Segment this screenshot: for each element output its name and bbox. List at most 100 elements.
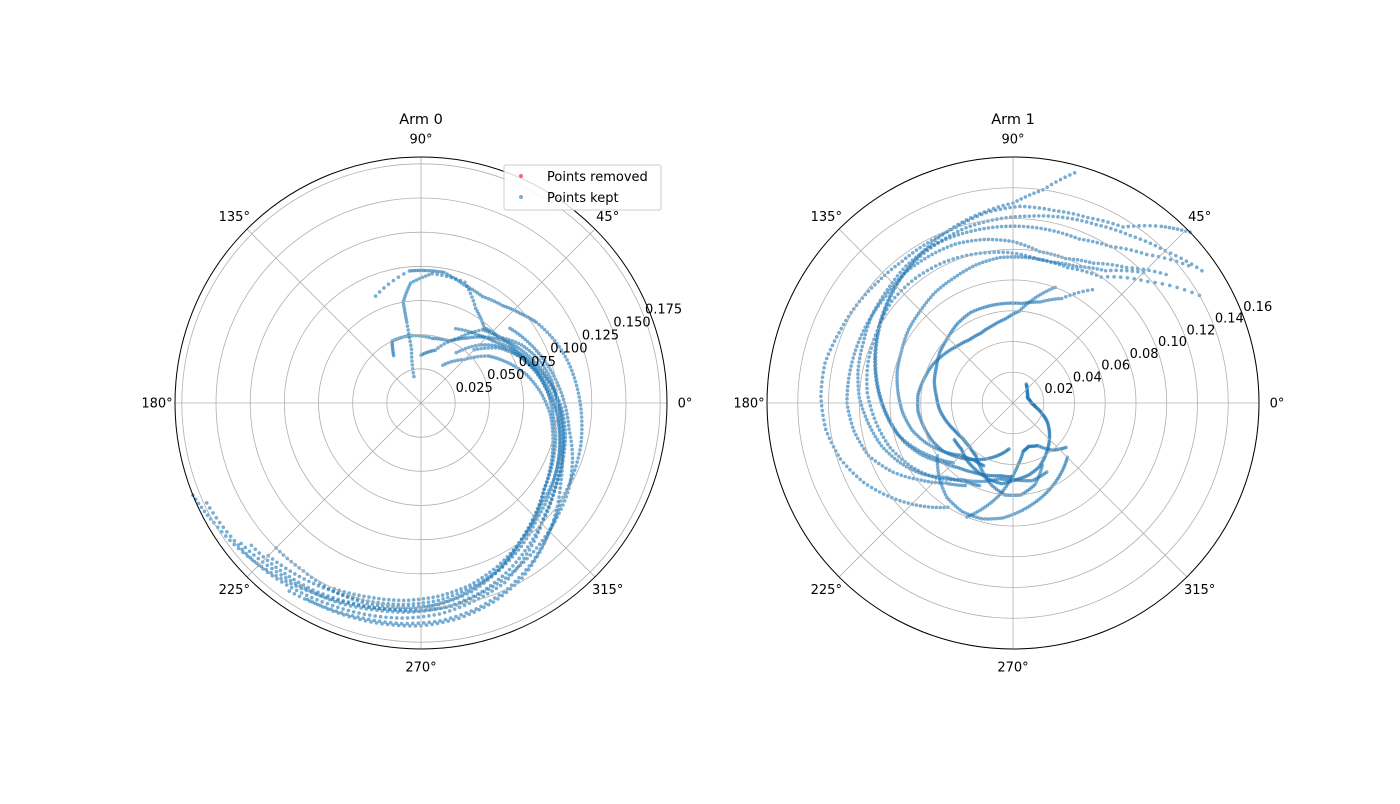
arm-0-point [504, 571, 508, 575]
arm-1-point [841, 322, 846, 327]
arm-1-point [1012, 224, 1017, 228]
arm-1-point [1096, 217, 1100, 222]
arm-0-point [346, 608, 351, 613]
arm-1-point [1045, 185, 1049, 189]
arm-1-point [1136, 269, 1140, 274]
arm-0-point [441, 597, 445, 601]
arm-0-point [306, 585, 311, 590]
arm-1-point [1116, 223, 1120, 228]
arm-0-point [504, 590, 509, 595]
arm-0-point [575, 387, 580, 392]
arm-0-point [569, 469, 574, 473]
arm-1-point [991, 257, 995, 261]
arm-1-point [1083, 259, 1088, 264]
arm-0-point [405, 621, 410, 626]
arm-0-point [534, 355, 539, 360]
arm-1-point [941, 486, 945, 491]
arm-0-point [538, 498, 543, 503]
arm-0-point [450, 590, 454, 595]
arm-0-point [326, 607, 330, 611]
arm-0-point [470, 344, 474, 349]
arm-1-point [907, 253, 911, 258]
arm-0-point [408, 339, 412, 344]
arm-1-point [1060, 231, 1065, 236]
arm-1-point [1053, 297, 1058, 301]
arm-0-point [448, 616, 453, 620]
arm-0-point [477, 607, 481, 612]
arm-0-point [544, 369, 549, 373]
arm-0-point [553, 519, 557, 524]
arm-1-point [1004, 224, 1008, 229]
arm-0-point [542, 487, 546, 492]
arm-1-point [1045, 259, 1050, 263]
arm-0-point [554, 509, 559, 513]
arm-0-point [509, 572, 514, 577]
arm-0-point [336, 605, 340, 610]
arm-0-point [534, 370, 538, 375]
arm-0-point [389, 615, 394, 620]
arm-0-point [563, 424, 567, 428]
arm-0-r-tick-label-0-050: 0.050 [487, 368, 524, 383]
arm-0-point [473, 335, 477, 339]
arm-0-point [551, 416, 556, 420]
arm-1-point [901, 273, 905, 277]
arm-1-point [1012, 512, 1017, 516]
arm-1-point [1031, 256, 1035, 261]
arm-0-point [301, 583, 306, 587]
arm-1-point [918, 504, 923, 508]
arm-1-point [1021, 224, 1026, 229]
arm-0-point [562, 416, 566, 421]
arm-0-point [557, 473, 562, 478]
arm-0-point [561, 397, 566, 402]
arm-1-point [914, 314, 919, 318]
arm-1-point [920, 472, 924, 476]
arm-0-point [531, 537, 535, 541]
arm-0-point [221, 525, 226, 530]
arm-1-point [1160, 282, 1165, 286]
arm-1-point [965, 230, 969, 235]
arm-0-point [321, 605, 325, 609]
arm-0-point [467, 612, 472, 617]
arm-1-point [1063, 294, 1068, 299]
arm-1-point [868, 350, 872, 355]
arm-1-r-tick-label-0-06: 0.06 [1101, 359, 1130, 374]
arm-0-point [537, 351, 541, 356]
arm-1-point [924, 452, 929, 457]
arm-0-point [429, 604, 433, 608]
arm-1-point [864, 328, 869, 333]
arm-1-point [930, 505, 935, 510]
arm-1-point [860, 407, 865, 411]
arm-1-point [951, 231, 956, 236]
arm-1-point [871, 412, 875, 417]
arm-0-point [424, 623, 429, 627]
arm-1-point [1052, 229, 1056, 233]
arm-1-point [871, 431, 876, 436]
arm-1-point [915, 257, 920, 261]
arm-1-point [969, 229, 973, 234]
arm-1-point [938, 285, 943, 290]
arm-0-point [424, 608, 428, 613]
arm-0-point [239, 541, 243, 546]
arm-1-theta-tick-label-45: 45° [1188, 210, 1211, 225]
arm-0-point [485, 591, 490, 596]
arm-0-point [311, 588, 315, 592]
arm-1-point [896, 292, 900, 296]
arm-1-point [1018, 214, 1022, 219]
arm-1-point [874, 420, 878, 425]
arm-0-point [410, 333, 415, 338]
arm-1-point [940, 238, 944, 243]
arm-1-point [1095, 240, 1100, 245]
arm-1-point [946, 481, 951, 486]
arm-1-point [1148, 223, 1152, 228]
arm-0-point [559, 390, 563, 395]
arm-0-point [548, 368, 553, 372]
arm-0-point [565, 412, 569, 416]
arm-0-point [535, 506, 540, 511]
arm-0-point [492, 339, 497, 344]
arm-0-point [469, 597, 473, 601]
arm-1-point [856, 368, 860, 372]
arm-1-point [941, 247, 946, 251]
arm-0-point [552, 389, 557, 393]
arm-1-point [922, 243, 926, 247]
arm-0-point [484, 573, 488, 577]
